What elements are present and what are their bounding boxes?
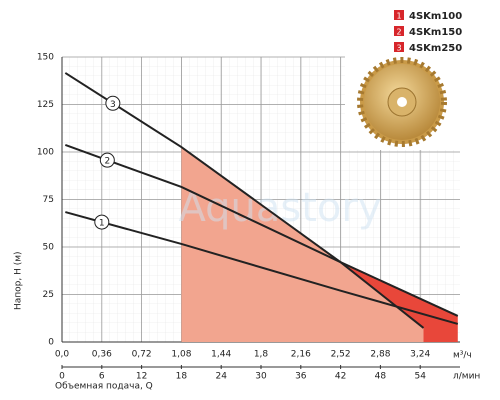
pump-curve	[64, 72, 425, 329]
curve-badge	[99, 152, 115, 168]
curve-badge	[94, 214, 110, 230]
x2-tick-label: 12	[136, 372, 147, 382]
x2-tick-label: 54	[414, 372, 426, 382]
x2-tick-label: 6	[99, 372, 105, 382]
x2-unit: л/мин	[453, 372, 480, 382]
curve-number: 3	[110, 100, 116, 110]
legend-label: 4SKm250	[409, 43, 462, 54]
pump-curve	[64, 144, 459, 317]
x2-tick-label: 24	[215, 372, 227, 382]
x-tick-label: 1,44	[211, 350, 231, 360]
x-tick-label: 0,72	[132, 350, 152, 360]
x-tick-label: 1,08	[171, 350, 191, 360]
x-tick-label: 0,0	[55, 350, 70, 360]
legend-label: 4SKm150	[409, 27, 462, 38]
x-tick-label: 1,8	[254, 350, 269, 360]
x2-tick-label: 42	[335, 372, 346, 382]
y-axis-label: Напор, H (м)	[14, 251, 24, 310]
pump-curve	[65, 211, 459, 325]
impeller-photo	[345, 55, 460, 150]
x-tick-label: 2,16	[291, 350, 311, 360]
y-tick-label: 100	[37, 148, 54, 158]
y-tick-label: 0	[48, 338, 54, 348]
curve-number: 1	[99, 219, 105, 229]
curve-number: 2	[104, 157, 110, 167]
x2-tick-label: 0	[59, 372, 65, 382]
legend-number: 2	[396, 28, 401, 37]
legend-swatch	[394, 26, 404, 36]
y-tick-label: 125	[37, 100, 54, 110]
legend-number: 1	[396, 12, 401, 21]
legend-label: 4SKm100	[409, 11, 462, 22]
y-tick-label: 25	[43, 290, 54, 300]
x-axis-label: Объемная подача, Q	[55, 382, 153, 392]
curve-badge	[105, 95, 121, 111]
legend-swatch	[394, 42, 404, 52]
legend-number: 3	[396, 44, 401, 53]
x-tick-label: 0,36	[92, 350, 112, 360]
x2-tick-label: 48	[375, 372, 387, 382]
x2-tick-label: 30	[255, 372, 267, 382]
x-tick-label: 3,24	[410, 350, 430, 360]
y-tick-label: 75	[43, 195, 54, 205]
legend-swatch	[394, 10, 404, 20]
x2-tick-label: 18	[176, 372, 188, 382]
x2-tick-label: 36	[295, 372, 307, 382]
y-tick-label: 50	[43, 243, 55, 253]
x-unit: м³/ч	[453, 351, 472, 361]
y-tick-label: 150	[37, 53, 54, 63]
x-tick-label: 2,52	[331, 350, 351, 360]
x-tick-label: 2,88	[370, 350, 390, 360]
watermark: Aquastory	[178, 185, 381, 231]
